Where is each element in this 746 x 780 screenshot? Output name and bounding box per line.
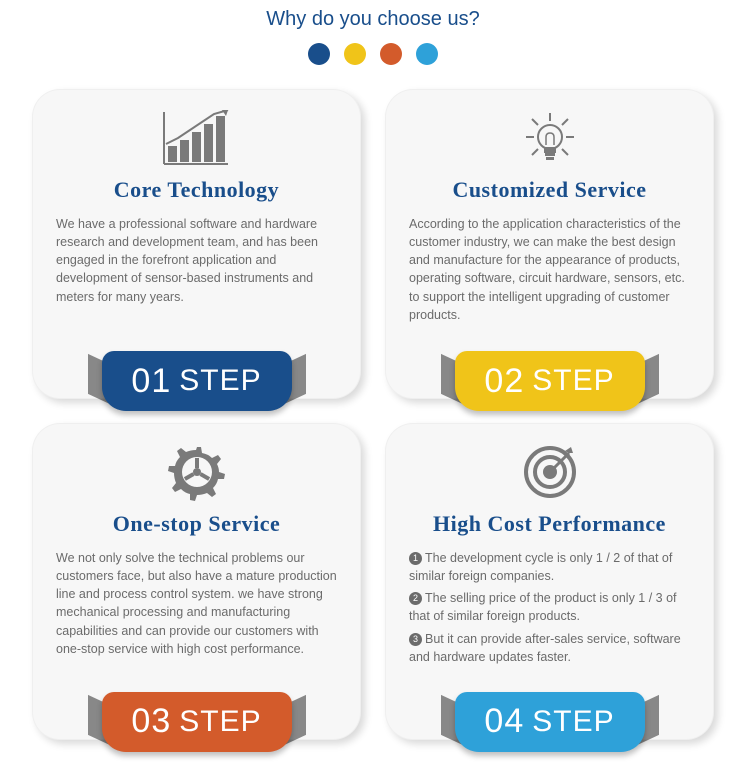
card-title: Core Technology bbox=[56, 177, 337, 203]
bullet-text: The selling price of the product is only… bbox=[409, 591, 677, 623]
lightbulb-icon bbox=[409, 107, 690, 169]
target-icon bbox=[409, 441, 690, 503]
header: Why do you choose us? bbox=[0, 0, 746, 65]
card-core-technology: Core Technology We have a professional s… bbox=[32, 89, 361, 399]
chart-icon bbox=[56, 107, 337, 169]
card-high-cost-performance: High Cost Performance 1The development c… bbox=[385, 423, 714, 740]
card-body: 1The development cycle is only 1 / 2 of … bbox=[409, 549, 690, 666]
step-number: 04 bbox=[484, 702, 524, 741]
page-title: Why do you choose us? bbox=[0, 8, 746, 31]
step-label: STEP bbox=[179, 705, 261, 739]
step-tab-03: 03 STEP bbox=[102, 692, 292, 752]
card-title: One-stop Service bbox=[56, 511, 337, 537]
card-body: According to the application characteris… bbox=[409, 215, 690, 324]
card-title: Customized Service bbox=[409, 177, 690, 203]
step-label: STEP bbox=[532, 364, 614, 398]
card-body: We not only solve the technical problems… bbox=[56, 549, 337, 658]
gear-icon bbox=[56, 441, 337, 503]
dot-yellow bbox=[344, 43, 366, 65]
step-label: STEP bbox=[532, 705, 614, 739]
card-customized-service: Customized Service According to the appl… bbox=[385, 89, 714, 399]
step-number: 01 bbox=[131, 362, 171, 401]
card-title: High Cost Performance bbox=[409, 511, 690, 537]
dot-sky bbox=[416, 43, 438, 65]
card-one-stop-service: One-stop Service We not only solve the t… bbox=[32, 423, 361, 740]
step-tab-02: 02 STEP bbox=[455, 351, 645, 411]
step-tab-01: 01 STEP bbox=[102, 351, 292, 411]
accent-dots bbox=[0, 43, 746, 65]
step-tab-04: 04 STEP bbox=[455, 692, 645, 752]
bullet-text: The development cycle is only 1 / 2 of t… bbox=[409, 551, 672, 583]
card-grid: Core Technology We have a professional s… bbox=[0, 65, 746, 740]
step-number: 03 bbox=[131, 702, 171, 741]
bullet-text: But it can provide after-sales service, … bbox=[409, 632, 681, 664]
dot-blue bbox=[308, 43, 330, 65]
step-number: 02 bbox=[484, 362, 524, 401]
step-label: STEP bbox=[179, 364, 261, 398]
card-body: We have a professional software and hard… bbox=[56, 215, 337, 306]
dot-orange bbox=[380, 43, 402, 65]
